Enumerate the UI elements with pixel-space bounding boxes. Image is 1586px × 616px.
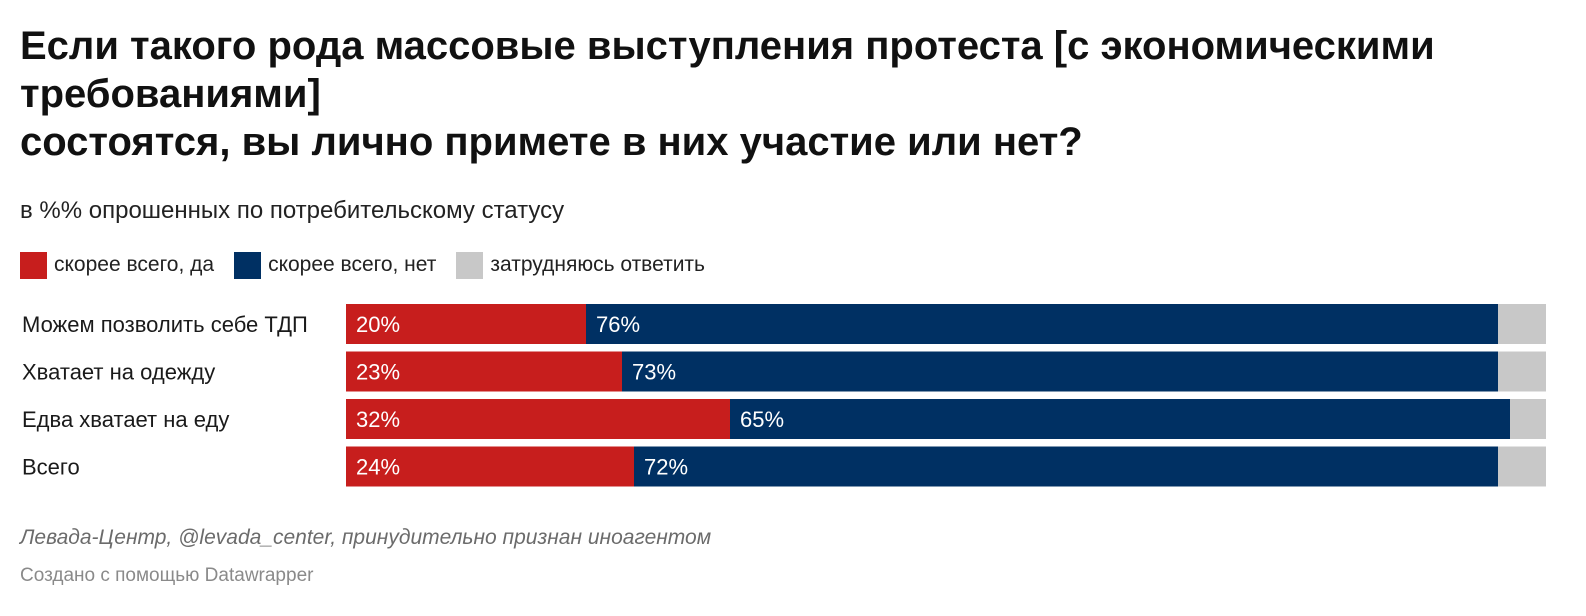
category-label: Едва хватает на еду	[22, 407, 229, 432]
chart-credit: Создано с помощью Datawrapper	[20, 565, 314, 586]
data-label-no: 72%	[644, 455, 688, 480]
chart-title-line-1: Если такого рода массовые выступления пр…	[20, 24, 1435, 116]
data-label-yes: 20%	[356, 312, 400, 337]
legend-item-dont-know: затрудняюсь ответить	[456, 251, 705, 279]
legend-swatch-dont-know	[456, 251, 484, 279]
bar-segment-no	[622, 351, 1498, 392]
category-label: Можем позволить себе ТДП	[22, 312, 308, 337]
bar-row: Хватает на одежду 23% 73%	[22, 351, 1546, 392]
bar-segment-yes	[346, 446, 634, 487]
legend-swatch-no	[234, 251, 262, 279]
bar-segment-no	[730, 399, 1510, 439]
bar-segment-dont-know	[1510, 399, 1546, 439]
bar-segment-no	[634, 446, 1498, 487]
bar-segment-yes	[346, 304, 586, 344]
legend-label-yes: скорее всего, да	[54, 253, 215, 276]
category-label: Всего	[22, 455, 80, 480]
data-label-no: 76%	[596, 312, 640, 337]
chart-subtitle: в %% опрошенных по потребительскому стат…	[20, 197, 565, 224]
data-label-yes: 32%	[356, 407, 400, 432]
bar-segment-yes	[346, 351, 622, 392]
bar-segment-yes	[346, 399, 730, 439]
bar-row: Едва хватает на еду 32% 65%	[22, 399, 1546, 439]
legend-label-dont-know: затрудняюсь ответить	[490, 253, 705, 276]
bar-row: Можем позволить себе ТДП 20% 76%	[22, 304, 1546, 344]
bar-segment-dont-know	[1498, 304, 1546, 344]
legend-swatch-yes	[20, 251, 47, 279]
bar-row: Всего 24% 72%	[22, 446, 1546, 487]
data-label-yes: 24%	[356, 455, 400, 480]
legend-item-no: скорее всего, нет	[234, 251, 436, 279]
data-label-no: 65%	[740, 407, 784, 432]
chart-source: Левада-Центр, @levada_center, принудител…	[20, 526, 712, 549]
chart-title: Если такого рода массовые выступления пр…	[20, 22, 1570, 166]
legend-label-no: скорее всего, нет	[268, 253, 437, 276]
data-label-no: 73%	[632, 360, 676, 385]
bar-segment-dont-know	[1498, 351, 1546, 392]
data-label-yes: 23%	[356, 360, 400, 385]
bar-segment-no	[586, 304, 1498, 344]
bar-segment-dont-know	[1498, 446, 1546, 487]
legend: скорее всего, да скорее всего, нет затру…	[20, 251, 725, 279]
chart-title-line-2: состоятся, вы лично примете в них участи…	[20, 120, 1083, 164]
legend-item-yes: скорее всего, да	[20, 251, 214, 279]
category-label: Хватает на одежду	[22, 360, 215, 385]
